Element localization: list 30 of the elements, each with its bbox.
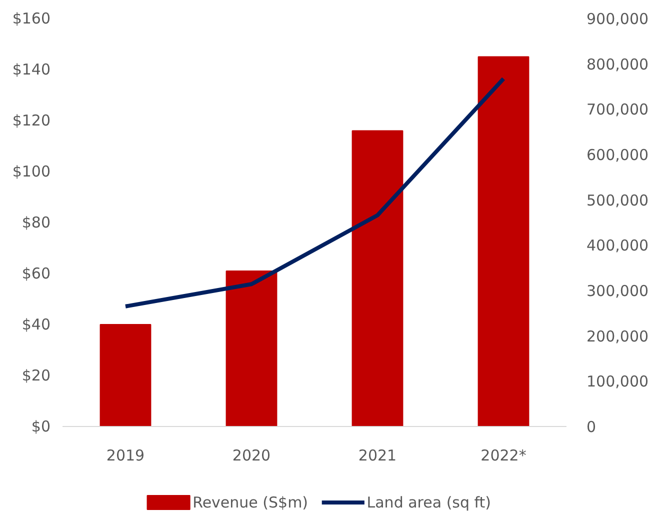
y2-tick-label: 100,000 bbox=[586, 372, 649, 391]
y-tick-label: $60 bbox=[22, 264, 51, 282]
y-tick-label: $100 bbox=[12, 162, 51, 180]
y2-tick-label: 600,000 bbox=[586, 146, 649, 164]
y-tick-label: $40 bbox=[22, 316, 51, 334]
y-tick-label: $20 bbox=[22, 366, 51, 384]
x-tick-label: 2020 bbox=[232, 446, 271, 464]
x-tick-label: 2021 bbox=[358, 446, 397, 464]
y2-tick-label: 0 bbox=[586, 418, 596, 436]
y2-tick-label: 500,000 bbox=[586, 191, 649, 210]
y2-tick-label: 400,000 bbox=[586, 236, 649, 255]
bar bbox=[352, 130, 404, 426]
bar bbox=[478, 56, 530, 426]
y2-tick-label: 700,000 bbox=[586, 100, 649, 119]
legend-label: Land area (sq ft) bbox=[366, 494, 492, 512]
y2-tick-label: 800,000 bbox=[586, 55, 649, 74]
y2-tick-label: 200,000 bbox=[586, 327, 649, 346]
bar bbox=[100, 324, 152, 426]
y-tick-label: $140 bbox=[12, 60, 51, 78]
line-series bbox=[124, 76, 506, 308]
x-tick-label: 2022* bbox=[480, 446, 527, 464]
y-tick-label: $160 bbox=[12, 10, 51, 28]
y-tick-label: $0 bbox=[31, 418, 51, 436]
y-tick-label: $120 bbox=[12, 112, 51, 130]
y2-tick-label: 300,000 bbox=[586, 282, 649, 300]
y2-tick-label: 900,000 bbox=[586, 10, 649, 28]
y-tick-label: $80 bbox=[22, 214, 51, 232]
legend-label: Revenue (S$m) bbox=[192, 494, 308, 512]
x-tick-label: 2019 bbox=[106, 446, 145, 464]
bar bbox=[226, 270, 278, 426]
